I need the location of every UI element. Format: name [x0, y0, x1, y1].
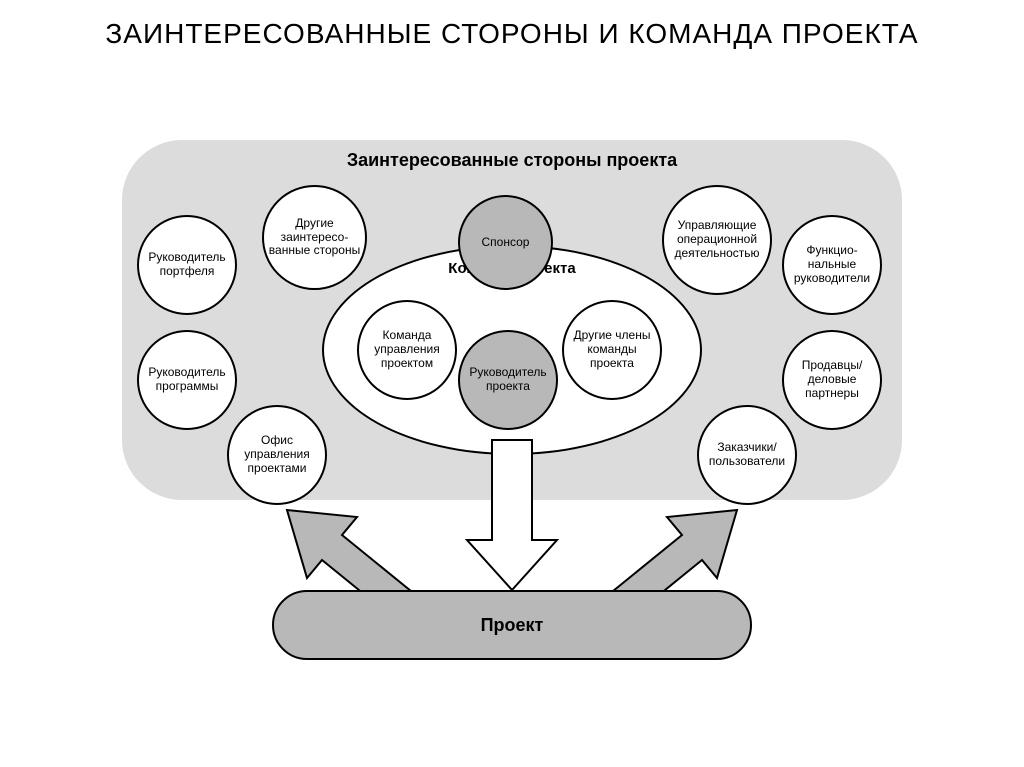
node-mgmt-team: Команда управления проектом: [357, 300, 457, 400]
node-vendors: Продавцы/ деловые партнеры: [782, 330, 882, 430]
node-label: Другие заинтересо-ванные стороны: [268, 217, 361, 258]
node-label: Управляющие операционной деятельностью: [668, 219, 766, 260]
node-sponsor: Спонсор: [458, 195, 553, 290]
node-other-stakeholders: Другие заинтересо-ванные стороны: [262, 185, 367, 290]
node-func-mgrs: Функцио-нальные руководители: [782, 215, 882, 315]
node-customers: Заказчики/ пользователи: [697, 405, 797, 505]
node-pmo: Офис управления проектами: [227, 405, 327, 505]
page: ЗАИНТЕРЕСОВАННЫЕ СТОРОНЫ И КОМАНДА ПРОЕК…: [0, 0, 1024, 767]
stakeholders-title: Заинтересованные стороны проекта: [122, 150, 902, 171]
node-program-mgr: Руководитель программы: [137, 330, 237, 430]
node-label: Продавцы/ деловые партнеры: [788, 359, 876, 400]
node-label: Команда управления проектом: [363, 329, 451, 370]
page-title: ЗАИНТЕРЕСОВАННЫЕ СТОРОНЫ И КОМАНДА ПРОЕК…: [0, 18, 1024, 50]
node-label: Руководитель программы: [143, 366, 231, 394]
node-label: Руководитель портфеля: [143, 251, 231, 279]
project-label: Проект: [481, 615, 544, 636]
node-ops-mgrs: Управляющие операционной деятельностью: [662, 185, 772, 295]
node-label: Другие члены команды проекта: [568, 329, 656, 370]
node-label: Заказчики/ пользователи: [703, 441, 791, 469]
node-label: Функцио-нальные руководители: [788, 244, 876, 285]
stakeholders-diagram: Заинтересованные стороны проекта Команда…: [122, 140, 902, 680]
project-box: Проект: [272, 590, 752, 660]
node-label: Офис управления проектами: [233, 434, 321, 475]
node-other-members: Другие члены команды проекта: [562, 300, 662, 400]
node-label: Руководитель проекта: [464, 366, 552, 394]
node-portfolio-mgr: Руководитель портфеля: [137, 215, 237, 315]
node-label: Спонсор: [482, 236, 530, 250]
node-pm: Руководитель проекта: [458, 330, 558, 430]
